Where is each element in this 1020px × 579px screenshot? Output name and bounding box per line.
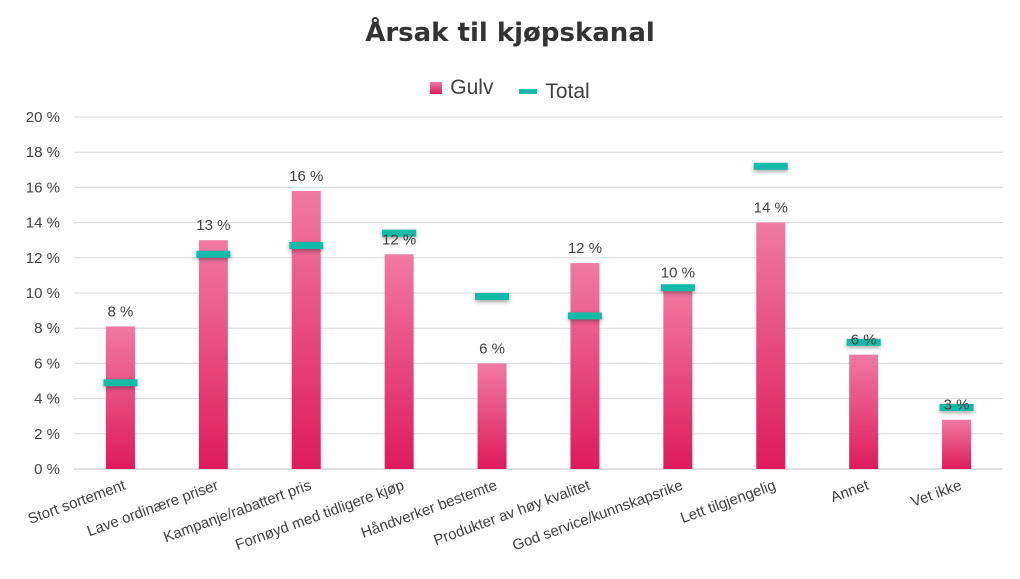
total-marker [753, 162, 788, 170]
total-marker [939, 403, 974, 411]
bar-data-label: 3 % [944, 397, 970, 414]
legend-swatch-total [519, 89, 538, 94]
x-tick-label: Vet ikke [909, 477, 964, 511]
bar [570, 263, 600, 469]
y-tick-label: 20 % [26, 109, 60, 126]
total-marker [660, 284, 695, 292]
total-marker [567, 312, 602, 320]
y-tick-label: 4 % [34, 391, 60, 408]
bar [105, 326, 135, 469]
chart-title: Årsak til kjøpskanal [365, 18, 655, 48]
legend-item-total: Total [519, 79, 590, 104]
y-tick-label: 2 % [34, 426, 60, 443]
bar-data-label: 8 % [108, 303, 134, 320]
bar [477, 363, 507, 469]
x-tick-label: Annet [828, 477, 871, 507]
legend-item-gulv: Gulv [430, 76, 493, 100]
bar-data-label: 13 % [196, 217, 230, 234]
bar [198, 240, 228, 469]
total-marker [382, 229, 417, 237]
total-marker [196, 250, 231, 258]
bar-data-label: 12 % [568, 240, 602, 257]
bar [849, 354, 879, 469]
total-marker [846, 338, 881, 346]
x-tick-label: Lett tilgjengelig [678, 477, 778, 527]
x-tick-label: God service/kunnskapsrike [510, 477, 685, 555]
x-tick-label: Fornøyd med tidligere kjøp [233, 477, 406, 554]
bar [663, 287, 693, 469]
bar [756, 222, 786, 469]
legend: Gulv Total [0, 76, 1020, 104]
y-tick-label: 10 % [26, 285, 60, 302]
bar-data-label: 6 % [479, 340, 505, 357]
y-tick-label: 18 % [26, 144, 60, 161]
bar-data-label: 14 % [754, 200, 788, 217]
y-tick-label: 0 % [34, 461, 60, 478]
bar-data-label: 16 % [289, 168, 323, 185]
total-marker [475, 293, 510, 301]
bar-data-label: 6 % [851, 332, 877, 349]
bar-data-label: 12 % [382, 231, 416, 248]
y-tick-label: 14 % [26, 215, 60, 232]
bar-data-label: 10 % [661, 265, 695, 282]
bar [384, 254, 414, 469]
bar [942, 419, 972, 469]
legend-label-total: Total [545, 79, 590, 103]
y-tick-label: 8 % [34, 320, 60, 337]
y-tick-label: 6 % [34, 355, 60, 372]
y-tick-label: 16 % [26, 179, 60, 196]
legend-label-gulv: Gulv [450, 76, 494, 99]
total-marker [289, 241, 324, 249]
y-tick-label: 12 % [26, 250, 60, 267]
bar [291, 190, 321, 470]
legend-swatch-gulv [430, 82, 443, 94]
total-marker [103, 379, 138, 387]
